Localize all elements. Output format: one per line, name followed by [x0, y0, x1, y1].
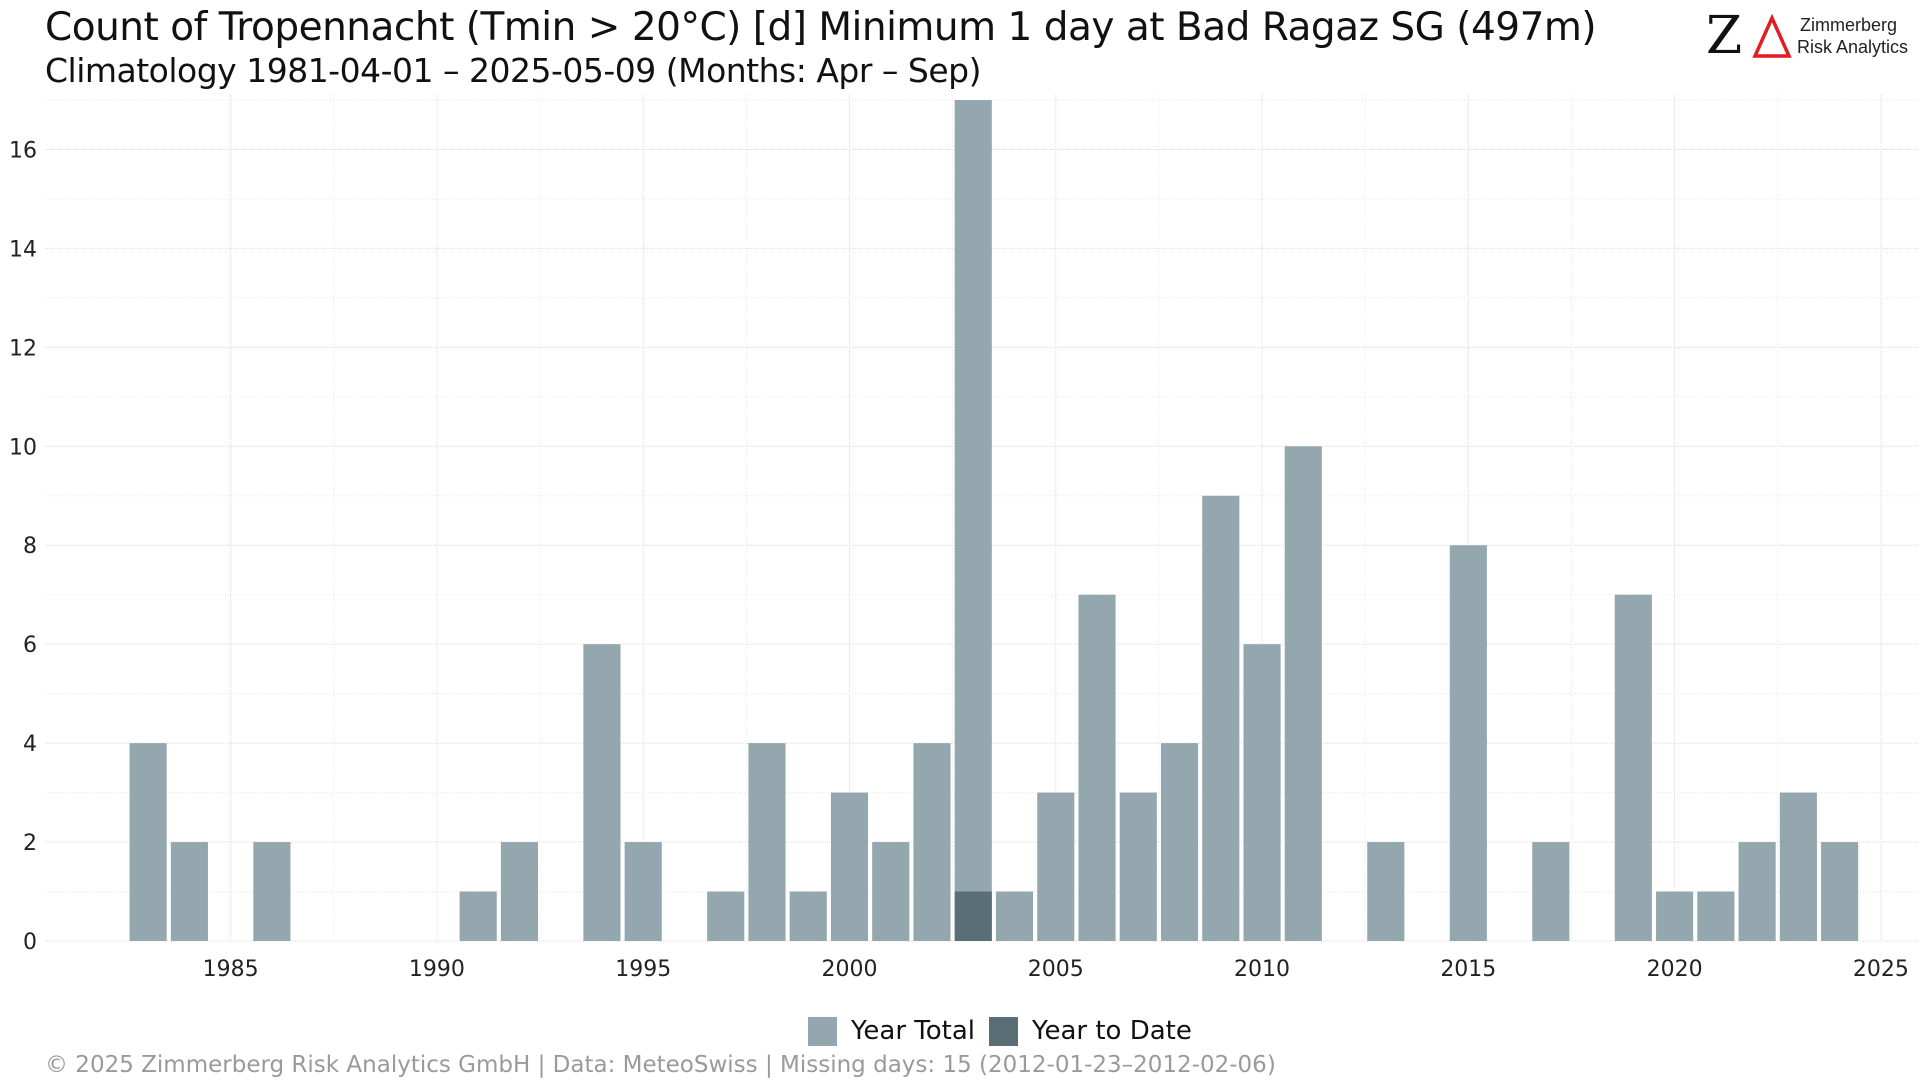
- bar-year-total: [170, 842, 208, 941]
- bar-year-to-date: [954, 891, 992, 941]
- bar-year-total: [1284, 446, 1322, 941]
- x-tick-label: 1995: [615, 957, 671, 982]
- x-tick-label: 2005: [1028, 957, 1084, 982]
- chart-legend: Year Total Year to Date: [808, 1015, 1206, 1047]
- bar-year-total: [129, 743, 167, 941]
- bar-year-total: [872, 842, 910, 941]
- y-tick-label: 8: [23, 534, 37, 559]
- y-tick-label: 16: [9, 138, 37, 163]
- y-tick-label: 4: [23, 732, 37, 757]
- bar-year-total: [1243, 644, 1281, 941]
- company-logo: Z Zimmerberg Risk Analytics: [1700, 6, 1908, 66]
- bar-year-total: [1160, 743, 1199, 941]
- x-tick-label: 2020: [1647, 957, 1703, 982]
- bar-year-total: [1449, 545, 1487, 941]
- bar-year-total: [1119, 792, 1157, 941]
- bar-year-total: [583, 644, 621, 941]
- x-tick-label: 1985: [203, 957, 259, 982]
- bar-year-total: [1656, 891, 1694, 941]
- x-tick-label: 1990: [409, 957, 465, 982]
- x-tick-label: 2000: [821, 957, 877, 982]
- legend-label-year-total: Year Total: [851, 1016, 976, 1046]
- legend-item-year-to-date: Year to Date: [989, 1016, 1192, 1046]
- logo-triangle-icon: [1752, 14, 1792, 58]
- x-tick-label: 2015: [1440, 957, 1496, 982]
- legend-item-year-total: Year Total: [808, 1016, 975, 1046]
- x-tick-label: 2025: [1853, 957, 1909, 982]
- legend-swatch-year-total: [808, 1016, 837, 1046]
- bar-year-total: [954, 100, 992, 941]
- chart-title: Count of Tropennacht (Tmin > 20°C) [d] M…: [45, 5, 1597, 50]
- bar-year-total: [1779, 792, 1817, 941]
- bar-year-total: [500, 842, 539, 941]
- bar-year-total: [1078, 594, 1116, 941]
- bar-year-total: [1202, 495, 1240, 941]
- y-tick-label: 12: [9, 336, 37, 361]
- y-tick-label: 14: [9, 237, 37, 262]
- bar-year-total: [789, 891, 827, 941]
- y-tick-label: 10: [9, 435, 37, 460]
- legend-swatch-year-to-date: [989, 1016, 1019, 1046]
- bar-year-total: [459, 891, 497, 941]
- bar-year-total: [1614, 594, 1652, 941]
- bar-year-total: [830, 792, 869, 941]
- bar-year-total: [1821, 842, 1859, 941]
- y-tick-label: 0: [23, 930, 37, 955]
- bar-year-total: [748, 743, 786, 941]
- footer-credits: © 2025 Zimmerberg Risk Analytics GmbH | …: [45, 1052, 1276, 1078]
- bar-year-total: [913, 743, 951, 941]
- bar-year-total: [995, 891, 1034, 941]
- bar-year-total: [707, 891, 745, 941]
- bars: [129, 100, 1859, 941]
- logo-name-line1: Zimmerberg: [1800, 15, 1898, 35]
- axis-labels: 1985 1990 1995 2000 2005 2010 2015 2020 2025 0 2 4 6…: [9, 138, 1909, 982]
- y-tick-label: 6: [23, 633, 37, 658]
- bar-year-total: [1037, 792, 1075, 941]
- bar-year-total: [1738, 842, 1776, 941]
- logo-letter-z: Z: [1706, 6, 1743, 66]
- bar-year-total: [1367, 842, 1405, 941]
- bar-year-total: [1532, 842, 1570, 941]
- y-tick-label: 2: [23, 831, 37, 856]
- bar-year-total: [1697, 891, 1735, 941]
- x-tick-label: 2010: [1234, 957, 1290, 982]
- bar-year-total: [253, 842, 291, 941]
- chart-subtitle: Climatology 1981-04-01 – 2025-05-09 (Mon…: [45, 51, 981, 90]
- bar-year-total: [624, 842, 662, 941]
- legend-label-year-to-date: Year to Date: [1032, 1016, 1192, 1046]
- bar-chart: 1985 1990 1995 2000 2005 2010 2015 2020 2025 0 2 4 6…: [9, 95, 1918, 982]
- logo-name-line2: Risk Analytics: [1797, 37, 1909, 57]
